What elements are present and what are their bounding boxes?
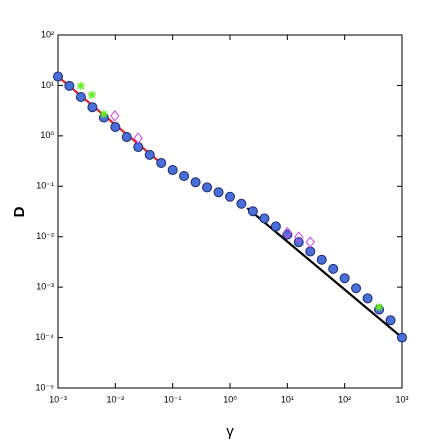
circle-marker	[259, 213, 270, 224]
circle-marker	[328, 263, 339, 274]
star-marker	[99, 110, 108, 119]
circle-marker	[351, 283, 362, 294]
y-tick-label: 10⁻¹	[36, 181, 54, 191]
circle-marker	[64, 80, 75, 91]
y-tick-label: 10¹	[41, 80, 54, 90]
plot-frame	[57, 34, 403, 389]
circle-marker	[87, 102, 98, 113]
x-tick-label: 10⁻²	[106, 394, 124, 404]
y-tick-label: 10⁻²	[36, 231, 54, 241]
circle-marker	[156, 157, 167, 168]
circle-marker	[110, 121, 121, 132]
y-tick-label: 10⁰	[40, 130, 54, 140]
x-tick-label: 10²	[338, 394, 351, 404]
circle-marker	[179, 170, 190, 181]
circle-marker	[121, 131, 132, 142]
diamond-marker	[305, 236, 315, 248]
circle-marker	[225, 191, 235, 202]
circle-marker	[270, 221, 281, 232]
circle-marker	[305, 246, 316, 257]
circle-marker	[190, 177, 201, 188]
star-marker	[375, 303, 384, 312]
circle-marker	[53, 71, 63, 82]
circle-marker	[362, 293, 373, 304]
y-tick-label: 10⁻³	[36, 282, 54, 292]
circle-marker	[247, 206, 258, 217]
x-tick-label: 10⁻¹	[164, 394, 182, 404]
fit-line	[246, 207, 403, 339]
y-tick-label: 10⁻⁵	[36, 382, 55, 392]
diamond-marker	[282, 226, 292, 239]
circle-marker	[75, 91, 86, 102]
y-tick-label: 10⁻⁴	[35, 332, 54, 342]
circle-marker	[133, 142, 144, 153]
circle-marker	[236, 198, 247, 209]
circle-marker	[213, 187, 224, 198]
x-tick-label: 10¹	[281, 394, 294, 404]
star-marker	[87, 90, 96, 99]
y-tick-label: 10²	[41, 29, 54, 39]
diamond-marker	[294, 231, 304, 243]
circle-marker	[385, 315, 396, 326]
star-marker	[76, 81, 85, 90]
diamond-marker	[110, 109, 120, 122]
diamond-marker	[133, 132, 143, 144]
circle-marker	[282, 229, 293, 240]
circle-marker	[144, 149, 155, 160]
x-axis-title: γ	[226, 423, 234, 440]
x-tick-label: 10⁻³	[49, 394, 67, 404]
circle-marker	[202, 182, 213, 193]
circle-marker	[339, 273, 350, 284]
circle-marker	[397, 332, 407, 343]
fit-line	[57, 75, 164, 166]
circle-marker	[167, 165, 178, 176]
y-axis-title: D	[11, 206, 28, 217]
x-tick-label: 10⁰	[223, 394, 237, 404]
circle-marker	[316, 254, 327, 265]
x-tick-label: 10³	[395, 394, 408, 404]
